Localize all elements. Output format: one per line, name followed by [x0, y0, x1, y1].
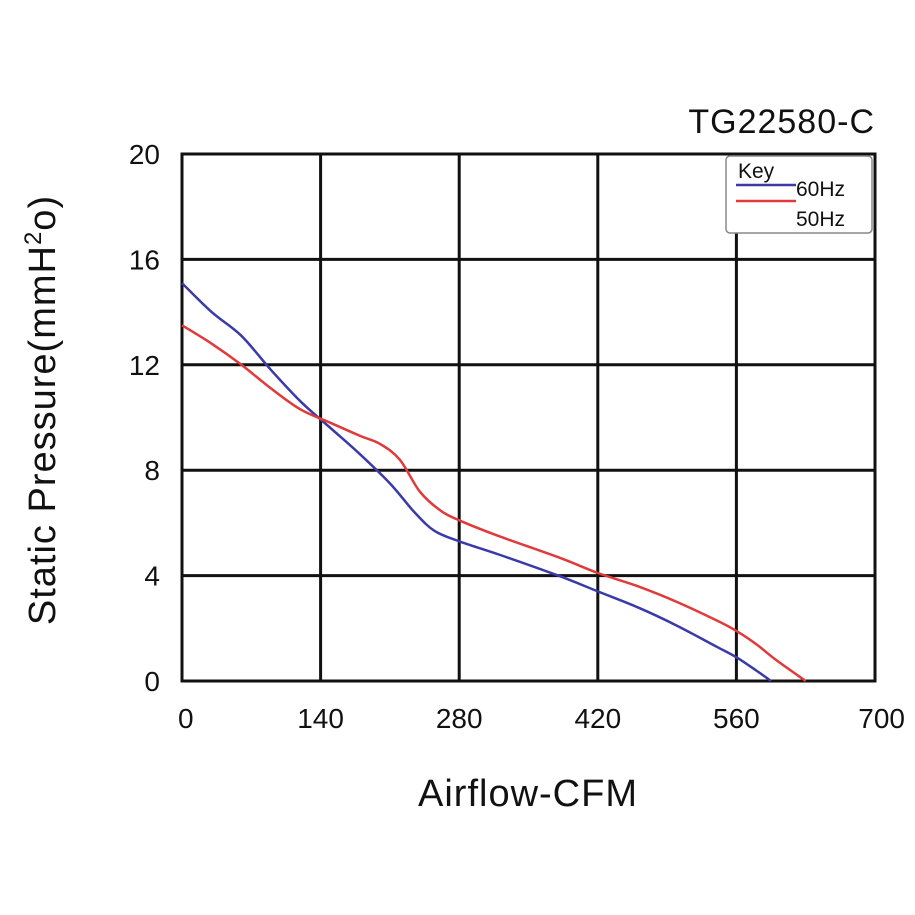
- plot-frame: [180, 152, 877, 683]
- y-tick-label: 16: [129, 244, 160, 275]
- y-axis-title-main: Static Pressure(mmH: [22, 245, 64, 625]
- y-tick-label: 4: [144, 561, 160, 592]
- y-tick-label: 8: [144, 455, 160, 486]
- y-axis-title: Static Pressure(mmH2o): [20, 195, 64, 625]
- x-tick-label: 700: [858, 703, 905, 734]
- x-tick-label: 420: [574, 703, 621, 734]
- x-tick-label: 140: [297, 703, 344, 734]
- x-tick-label: 280: [436, 703, 483, 734]
- series-line-60hz: [181, 282, 772, 683]
- legend-title: Key: [738, 160, 775, 183]
- chart-title: TG22580-C: [688, 103, 875, 141]
- series: [181, 282, 807, 683]
- legend-label-50hz: 50Hz: [796, 208, 845, 231]
- legend-label-60hz: 60Hz: [796, 178, 845, 201]
- grid: [182, 154, 875, 681]
- series-line-50hz: [181, 324, 807, 683]
- x-axis-title: Airflow-CFM: [418, 773, 638, 815]
- x-tick-label: 0: [178, 703, 194, 734]
- y-axis-title-tail: o): [22, 195, 64, 231]
- y-axis-title-superscript: 2: [20, 231, 47, 245]
- y-tick-label: 0: [144, 666, 160, 697]
- y-tick-labels: 0 4 8 12 16 20: [129, 139, 160, 697]
- legend-box: [725, 155, 873, 234]
- y-tick-label: 12: [129, 350, 160, 381]
- x-tick-labels: 0 140 280 420 560 700: [178, 703, 905, 734]
- y-tick-label: 20: [129, 139, 160, 170]
- legend: Key 60Hz 50Hz: [725, 155, 873, 234]
- x-tick-label: 560: [713, 703, 760, 734]
